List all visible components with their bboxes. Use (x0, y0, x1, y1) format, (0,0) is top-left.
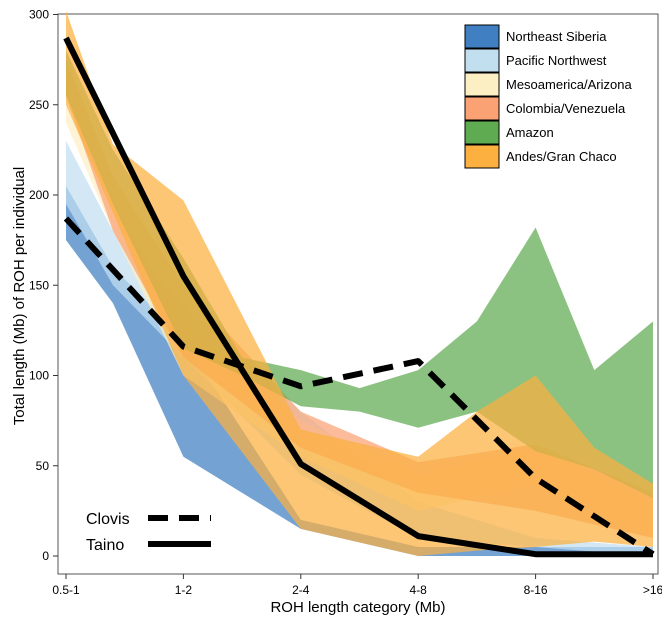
band-northeast-siberia (66, 186, 653, 556)
legend-swatch-northeast-siberia (464, 24, 500, 49)
x-tick-label: 0.5-1 (52, 583, 80, 597)
legend-swatch-andes-gran-chaco (464, 144, 500, 169)
legend-label-pacific-northwest: Pacific Northwest (506, 53, 607, 68)
y-axis: 0 50 100 150 200 250 300 (29, 8, 58, 563)
x-tick-label: >16 (643, 583, 662, 597)
legend-label-northeast-siberia: Northeast Siberia (506, 29, 607, 44)
y-tick-label: 0 (42, 549, 49, 563)
legend-swatch-amazon (464, 120, 500, 145)
y-tick-label: 250 (29, 98, 49, 112)
line-legend-label-taino: Taino (86, 537, 124, 554)
y-tick-label: 50 (36, 459, 50, 473)
y-tick-label: 200 (29, 188, 49, 202)
y-axis-label: Total length (Mb) of ROH per individual (11, 167, 28, 425)
legend-label-colombia-venezuela: Colombia/Venezuela (506, 101, 626, 116)
y-tick-label: 100 (29, 369, 49, 383)
band-amazon (66, 50, 653, 499)
line-clovis (63, 216, 655, 557)
legend: Northeast Siberia Pacific Northwest Mesoam… (464, 24, 632, 169)
legend-swatch-pacific-northwest (464, 48, 500, 73)
line-legend-label-clovis: Clovis (86, 511, 130, 528)
legend-swatch-colombia-venezuela (464, 96, 500, 121)
y-tick-label: 150 (29, 278, 49, 292)
legend-label-andes-gran-chaco: Andes/Gran Chaco (506, 149, 617, 164)
x-axis-label: ROH length category (Mb) (270, 599, 445, 616)
lines-layer (63, 36, 655, 558)
legend-label-amazon: Amazon (506, 125, 554, 140)
x-tick-label: 4-8 (410, 583, 428, 597)
legend-label-mesoamerica-arizona: Mesoamerica/Arizona (506, 77, 632, 92)
band-andes-gran-chaco (66, 10, 653, 556)
x-tick-label: 2-4 (292, 583, 310, 597)
x-tick-label: 1-2 (175, 583, 193, 597)
legend-swatch-mesoamerica-arizona (464, 72, 500, 97)
line-legend: Clovis Taino (86, 511, 211, 554)
x-tick-label: 8-16 (524, 583, 548, 597)
y-tick-label: 300 (29, 8, 49, 22)
x-axis: 0.5-1 1-2 2-4 4-8 8-16 >16 (52, 574, 662, 597)
line-taino (63, 36, 653, 558)
